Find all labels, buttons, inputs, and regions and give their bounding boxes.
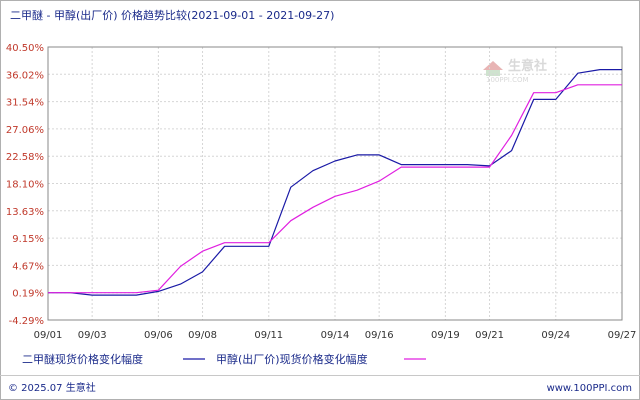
series-line-0: [48, 68, 622, 296]
legend-label-dme: 二甲醚现货价格变化幅度: [22, 352, 143, 366]
y-tick-label: 13.63%: [6, 207, 44, 218]
y-axis-ticks: 40.50% 36.02% 31.54% 27.06% 22.58% 18.10% 13.6…: [6, 43, 44, 327]
x-tick-label: 09/27: [608, 330, 637, 341]
watermark-house-icon: [483, 61, 503, 70]
y-tick-label: 36.02%: [6, 70, 44, 81]
x-tick-label: 09/14: [321, 330, 350, 341]
y-tick-label: 22.58%: [6, 152, 44, 163]
x-tick-label: 09/11: [254, 330, 283, 341]
x-tick-label: 09/06: [144, 330, 173, 341]
watermark-name: 生意社: [508, 58, 547, 74]
y-tick-label: 18.10%: [6, 180, 44, 191]
y-tick-label: 4.67%: [12, 261, 44, 272]
watermark: 生意社 100PPI.COM: [483, 58, 547, 84]
y-tick-label: 31.54%: [6, 98, 44, 109]
x-tick-label: 09/08: [188, 330, 217, 341]
y-tick-label: 40.50%: [6, 43, 44, 54]
x-tick-label: 09/16: [365, 330, 394, 341]
footer-url: www.100PPI.com: [547, 383, 632, 394]
watermark-sub: 100PPI.COM: [486, 76, 529, 84]
series-line-1: [48, 84, 622, 294]
footer-copyright: © 2025.07 生意社: [8, 381, 96, 394]
legend: 二甲醚现货价格变化幅度 甲醇(出厂价)现货价格变化幅度: [22, 352, 426, 366]
x-tick-label: 09/01: [34, 330, 63, 341]
x-tick-label: 09/19: [431, 330, 460, 341]
x-tick-label: 09/24: [541, 330, 570, 341]
plot-border: [47, 46, 623, 321]
x-axis-ticks: 09/01 09/03 09/06 09/08 09/11 09/14 09/16 09/19…: [34, 330, 637, 341]
chart-title: 二甲醚 - 甲醇(出厂价) 价格趋势比较(2021-09-01 - 2021-0…: [10, 8, 334, 22]
y-tick-label: 27.06%: [6, 125, 44, 136]
legend-label-methanol: 甲醇(出厂价)现货价格变化幅度: [216, 352, 368, 366]
series: [48, 68, 622, 296]
y-tick-label: 9.15%: [12, 234, 44, 245]
y-tick-label: -4.29%: [9, 316, 44, 327]
y-tick-label: 0.19%: [12, 289, 44, 300]
x-tick-label: 09/03: [78, 330, 107, 341]
x-tick-label: 09/21: [475, 330, 504, 341]
